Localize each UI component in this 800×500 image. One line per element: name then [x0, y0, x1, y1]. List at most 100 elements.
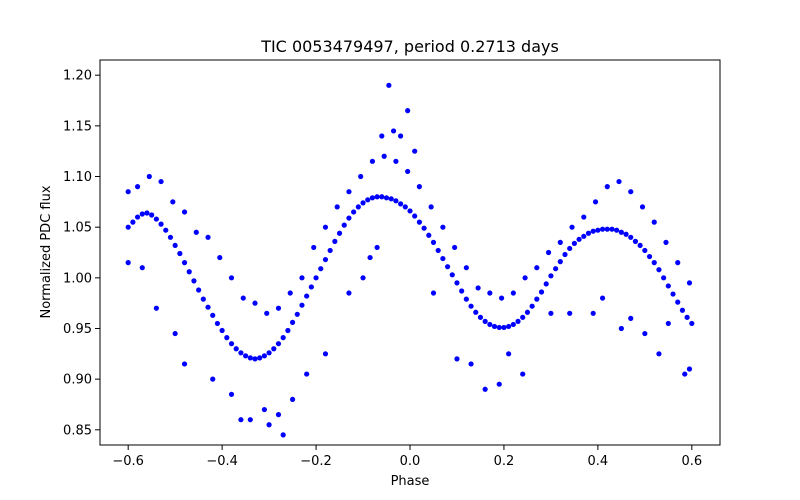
y-axis-label: Normalized PDC flux — [39, 185, 54, 318]
data-point — [360, 275, 366, 281]
data-point — [146, 173, 152, 180]
data-point — [322, 351, 329, 357]
data-point — [524, 309, 531, 315]
data-point — [304, 293, 310, 299]
data-point — [679, 307, 686, 313]
data-point — [599, 226, 606, 232]
data-point — [322, 256, 329, 263]
data-point — [661, 275, 667, 281]
y-tick-label: 0.95 — [63, 322, 92, 337]
data-point — [412, 213, 418, 219]
data-point — [639, 204, 646, 210]
data-point — [398, 201, 404, 207]
data-point — [304, 371, 310, 377]
data-point — [294, 311, 300, 317]
data-point — [407, 208, 413, 214]
data-point — [280, 335, 286, 341]
data-point — [238, 417, 244, 423]
data-point — [264, 310, 270, 316]
data-point — [386, 82, 392, 88]
data-point — [149, 212, 155, 218]
data-point — [656, 267, 662, 273]
data-point — [374, 244, 380, 251]
y-tick-label: 0.85 — [63, 423, 92, 438]
data-point — [651, 260, 657, 266]
data-point — [158, 221, 164, 227]
data-point — [181, 260, 188, 266]
data-point — [616, 178, 622, 185]
data-point — [261, 353, 267, 359]
data-point — [346, 189, 352, 195]
data-point — [158, 178, 164, 185]
data-point — [299, 302, 305, 308]
data-point — [177, 250, 183, 257]
data-point — [125, 224, 131, 230]
data-point — [468, 361, 474, 367]
data-point — [571, 240, 577, 246]
data-point — [369, 195, 376, 201]
data-point — [233, 346, 239, 352]
data-point — [214, 320, 221, 327]
data-point — [416, 219, 422, 225]
data-point — [482, 386, 488, 392]
data-point — [322, 224, 329, 230]
data-point — [670, 291, 676, 297]
data-point — [506, 323, 512, 330]
data-point — [257, 355, 263, 361]
data-point — [567, 245, 573, 252]
data-point — [618, 229, 624, 235]
data-point — [651, 219, 657, 225]
data-point — [327, 247, 333, 254]
data-point — [299, 275, 305, 281]
data-point — [139, 265, 145, 271]
data-point — [360, 200, 366, 206]
scatter-points — [125, 82, 695, 438]
data-point — [548, 310, 554, 316]
data-point — [346, 290, 352, 296]
data-point — [510, 290, 516, 296]
data-point — [351, 209, 357, 215]
data-point — [287, 290, 293, 296]
data-point — [205, 304, 211, 310]
data-point — [663, 239, 669, 245]
data-point — [346, 215, 352, 221]
data-point — [463, 296, 469, 302]
data-point — [210, 312, 216, 318]
data-point — [538, 289, 545, 295]
data-point — [125, 260, 131, 266]
data-point — [144, 210, 150, 216]
data-point — [318, 266, 324, 272]
data-point — [609, 226, 615, 232]
data-point — [139, 211, 145, 217]
data-point — [496, 324, 502, 331]
data-point — [581, 233, 587, 239]
y-tick-label: 0.90 — [63, 373, 92, 388]
data-point — [440, 224, 446, 230]
data-point — [285, 327, 291, 334]
x-tick-label: −0.6 — [112, 454, 144, 469]
y-tick-label: 1.10 — [63, 170, 92, 185]
axes-frame — [99, 59, 721, 446]
data-point — [402, 204, 408, 210]
data-point — [205, 234, 211, 240]
data-point — [130, 219, 136, 225]
y-axis: 0.85 0.90 0.95 1.00 1.05 1.10 1.15 1.20 — [63, 69, 100, 438]
data-point — [487, 321, 493, 328]
data-point — [604, 226, 610, 232]
data-point — [592, 199, 599, 205]
data-point — [529, 303, 535, 309]
data-point — [200, 296, 206, 302]
data-point — [210, 376, 216, 382]
data-point — [238, 350, 244, 356]
data-point — [590, 228, 596, 234]
data-point — [449, 272, 455, 278]
data-point — [228, 391, 235, 397]
data-point — [595, 227, 601, 233]
data-point — [217, 254, 223, 261]
data-point — [369, 158, 376, 164]
data-point — [172, 330, 178, 337]
data-point — [604, 184, 610, 190]
data-point — [167, 234, 174, 240]
data-point — [637, 242, 643, 249]
chart-title: TIC 0053479497, period 0.2713 days — [260, 37, 559, 56]
